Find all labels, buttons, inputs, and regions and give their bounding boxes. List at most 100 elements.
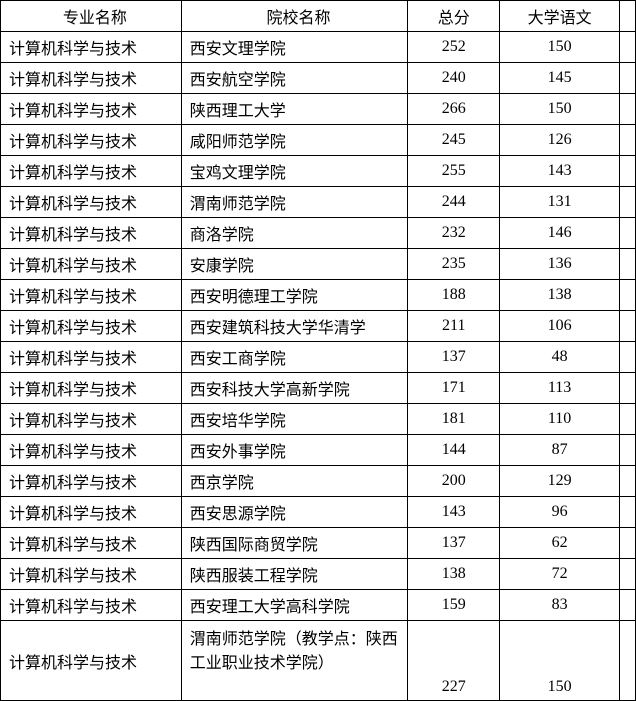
cell-chinese: 48 bbox=[500, 342, 620, 373]
cell-chinese: 110 bbox=[500, 404, 620, 435]
cell-total: 232 bbox=[408, 218, 500, 249]
cell-school: 西安培华学院 bbox=[181, 404, 408, 435]
table-row: 计算机科学与技术西安科技大学高新学院171113 bbox=[1, 373, 636, 404]
cell-total: 188 bbox=[408, 280, 500, 311]
cell-school: 西安工商学院 bbox=[181, 342, 408, 373]
cell-major: 计算机科学与技术 bbox=[1, 466, 182, 497]
cell-chinese: 96 bbox=[500, 497, 620, 528]
header-total: 总分 bbox=[408, 1, 500, 32]
cell-blank bbox=[620, 590, 636, 621]
cell-major: 计算机科学与技术 bbox=[1, 32, 182, 63]
cell-school: 渭南师范学院 bbox=[181, 187, 408, 218]
cell-major: 计算机科学与技术 bbox=[1, 621, 182, 701]
cell-total: 211 bbox=[408, 311, 500, 342]
cell-blank bbox=[620, 218, 636, 249]
cell-chinese: 150 bbox=[500, 94, 620, 125]
cell-school: 西京学院 bbox=[181, 466, 408, 497]
cell-chinese: 62 bbox=[500, 528, 620, 559]
header-chinese: 大学语文 bbox=[500, 1, 620, 32]
cell-major: 计算机科学与技术 bbox=[1, 590, 182, 621]
cell-major: 计算机科学与技术 bbox=[1, 218, 182, 249]
cell-major: 计算机科学与技术 bbox=[1, 404, 182, 435]
cell-chinese: 126 bbox=[500, 125, 620, 156]
cell-major: 计算机科学与技术 bbox=[1, 373, 182, 404]
table-body: 计算机科学与技术西安文理学院252150计算机科学与技术西安航空学院240145… bbox=[1, 32, 636, 701]
cell-total: 252 bbox=[408, 32, 500, 63]
table-row: 计算机科学与技术西安文理学院252150 bbox=[1, 32, 636, 63]
cell-blank bbox=[620, 528, 636, 559]
cell-blank bbox=[620, 280, 636, 311]
cell-chinese: 138 bbox=[500, 280, 620, 311]
cell-chinese: 145 bbox=[500, 63, 620, 94]
cell-chinese: 129 bbox=[500, 466, 620, 497]
cell-major: 计算机科学与技术 bbox=[1, 249, 182, 280]
cell-major: 计算机科学与技术 bbox=[1, 125, 182, 156]
cell-major: 计算机科学与技术 bbox=[1, 280, 182, 311]
cell-blank bbox=[620, 435, 636, 466]
cell-blank bbox=[620, 94, 636, 125]
cell-total: 137 bbox=[408, 528, 500, 559]
table-row: 计算机科学与技术宝鸡文理学院255143 bbox=[1, 156, 636, 187]
cell-school: 西安外事学院 bbox=[181, 435, 408, 466]
cell-blank bbox=[620, 311, 636, 342]
cell-major: 计算机科学与技术 bbox=[1, 528, 182, 559]
table-row: 计算机科学与技术咸阳师范学院245126 bbox=[1, 125, 636, 156]
table-row: 计算机科学与技术渭南师范学院244131 bbox=[1, 187, 636, 218]
table-row: 计算机科学与技术西安理工大学高科学院15983 bbox=[1, 590, 636, 621]
table-row: 计算机科学与技术西安明德理工学院188138 bbox=[1, 280, 636, 311]
cell-school: 安康学院 bbox=[181, 249, 408, 280]
header-major: 专业名称 bbox=[1, 1, 182, 32]
cell-major: 计算机科学与技术 bbox=[1, 342, 182, 373]
table-row: 计算机科学与技术西安航空学院240145 bbox=[1, 63, 636, 94]
cell-school: 陕西服装工程学院 bbox=[181, 559, 408, 590]
cell-total: 240 bbox=[408, 63, 500, 94]
header-blank bbox=[620, 1, 636, 32]
cell-school: 商洛学院 bbox=[181, 218, 408, 249]
cell-total: 255 bbox=[408, 156, 500, 187]
table-row: 计算机科学与技术西安工商学院13748 bbox=[1, 342, 636, 373]
table-row: 计算机科学与技术陕西国际商贸学院13762 bbox=[1, 528, 636, 559]
cell-blank bbox=[620, 187, 636, 218]
table-row: 计算机科学与技术陕西理工大学266150 bbox=[1, 94, 636, 125]
cell-school: 渭南师范学院（教学点：陕西工业职业技术学院） bbox=[181, 621, 408, 701]
cell-major: 计算机科学与技术 bbox=[1, 187, 182, 218]
cell-major: 计算机科学与技术 bbox=[1, 311, 182, 342]
cell-blank bbox=[620, 156, 636, 187]
cell-major: 计算机科学与技术 bbox=[1, 94, 182, 125]
cell-chinese: 150 bbox=[500, 32, 620, 63]
table-row: 计算机科学与技术西安思源学院14396 bbox=[1, 497, 636, 528]
cell-total: 227 bbox=[408, 621, 500, 701]
cell-chinese: 72 bbox=[500, 559, 620, 590]
cell-chinese: 131 bbox=[500, 187, 620, 218]
cell-chinese: 83 bbox=[500, 590, 620, 621]
table-header-row: 专业名称 院校名称 总分 大学语文 bbox=[1, 1, 636, 32]
cell-total: 235 bbox=[408, 249, 500, 280]
cell-chinese: 150 bbox=[500, 621, 620, 701]
header-school: 院校名称 bbox=[181, 1, 408, 32]
score-table: 专业名称 院校名称 总分 大学语文 计算机科学与技术西安文理学院252150计算… bbox=[0, 0, 636, 701]
cell-major: 计算机科学与技术 bbox=[1, 156, 182, 187]
cell-total: 137 bbox=[408, 342, 500, 373]
cell-school: 咸阳师范学院 bbox=[181, 125, 408, 156]
cell-major: 计算机科学与技术 bbox=[1, 559, 182, 590]
cell-school: 西安建筑科技大学华清学 bbox=[181, 311, 408, 342]
cell-total: 245 bbox=[408, 125, 500, 156]
cell-total: 171 bbox=[408, 373, 500, 404]
table-row: 计算机科学与技术西京学院200129 bbox=[1, 466, 636, 497]
cell-blank bbox=[620, 466, 636, 497]
cell-school: 宝鸡文理学院 bbox=[181, 156, 408, 187]
cell-chinese: 136 bbox=[500, 249, 620, 280]
table-row: 计算机科学与技术安康学院235136 bbox=[1, 249, 636, 280]
cell-total: 144 bbox=[408, 435, 500, 466]
cell-chinese: 113 bbox=[500, 373, 620, 404]
table-row: 计算机科学与技术渭南师范学院（教学点：陕西工业职业技术学院）227150 bbox=[1, 621, 636, 701]
cell-blank bbox=[620, 373, 636, 404]
table-row: 计算机科学与技术西安建筑科技大学华清学211106 bbox=[1, 311, 636, 342]
cell-major: 计算机科学与技术 bbox=[1, 63, 182, 94]
cell-school: 西安文理学院 bbox=[181, 32, 408, 63]
cell-school: 西安理工大学高科学院 bbox=[181, 590, 408, 621]
cell-chinese: 106 bbox=[500, 311, 620, 342]
table-row: 计算机科学与技术西安外事学院14487 bbox=[1, 435, 636, 466]
cell-blank bbox=[620, 125, 636, 156]
cell-total: 200 bbox=[408, 466, 500, 497]
